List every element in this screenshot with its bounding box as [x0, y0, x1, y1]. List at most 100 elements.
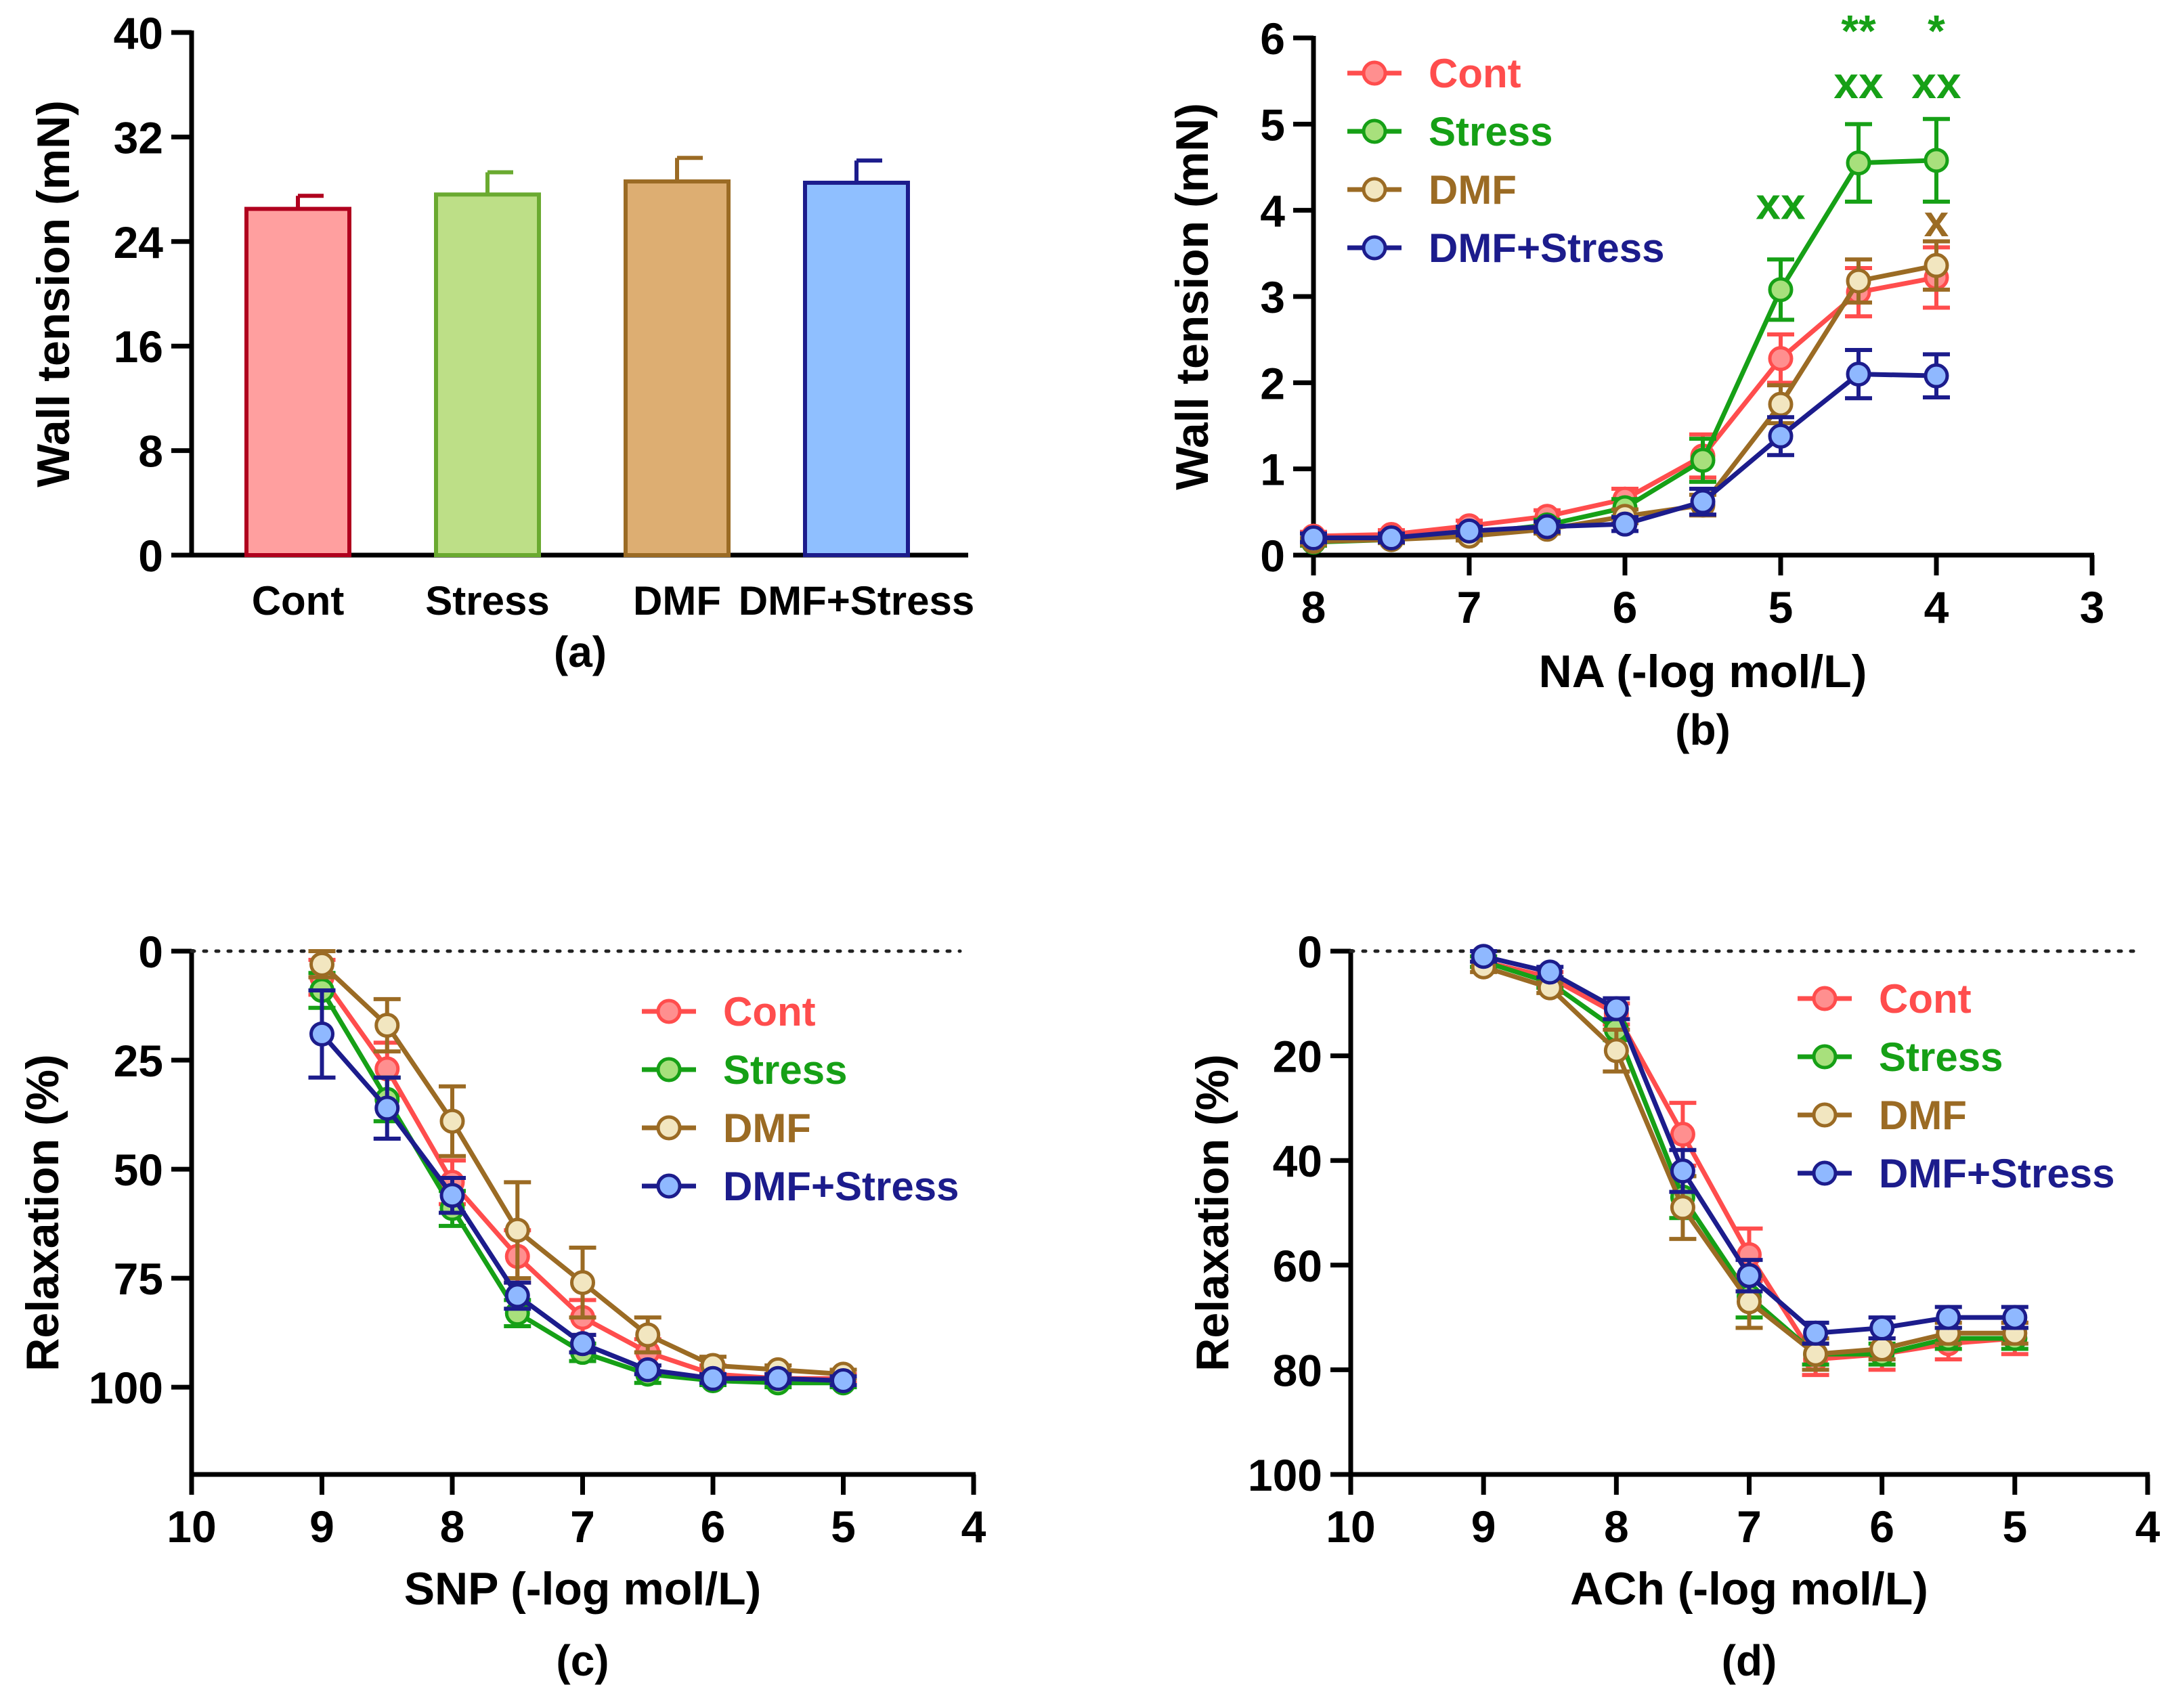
- y-tick-label: 0: [1297, 927, 1322, 977]
- legend-marker: [656, 1173, 682, 1199]
- legend-label: Stress: [1879, 1034, 2003, 1080]
- data-point: [570, 1270, 595, 1296]
- panel-label: (a): [554, 628, 607, 676]
- y-tick-label: 100: [1248, 1450, 1322, 1500]
- x-tick-label: 4: [2135, 1502, 2160, 1552]
- chart-a: 0 8 16 24 32 40 Wall tension (mN) Cont Stress DMF…: [28, 8, 974, 676]
- legend-marker: [1812, 1102, 1838, 1128]
- y-tick-label: 25: [114, 1036, 163, 1086]
- data-point: [1690, 489, 1716, 514]
- x-tick-label: 6: [1613, 582, 1638, 632]
- data-point: [504, 1217, 530, 1243]
- legend-marker: [1362, 177, 1387, 202]
- data-point: [1846, 362, 1871, 387]
- x-axis-label: NA (-log mol/L): [1539, 646, 1867, 697]
- y-tick-label: 75: [114, 1254, 163, 1304]
- x-tick-label: 8: [1301, 582, 1326, 632]
- data-point: [1301, 525, 1326, 551]
- x-tick-label: 10: [167, 1502, 216, 1552]
- data-point: [1456, 518, 1482, 544]
- bar-dmf: [624, 179, 731, 557]
- data-point: [831, 1368, 856, 1394]
- x-category-label: Cont: [252, 578, 345, 623]
- legend-marker: [656, 999, 682, 1024]
- legend-label: DMF+Stress: [1879, 1151, 2114, 1196]
- panel-label: (c): [556, 1636, 609, 1685]
- data-point: [1768, 423, 1794, 449]
- x-axis-label: ACh (-log mol/L): [1570, 1563, 1928, 1615]
- legend-marker: [1812, 1044, 1838, 1070]
- data-point: [1378, 525, 1404, 551]
- bar-dmf-stress: [803, 180, 910, 557]
- y-tick-label: 40: [1273, 1136, 1322, 1186]
- data-point: [309, 1021, 334, 1047]
- data-point: [439, 1183, 465, 1208]
- data-point: [765, 1365, 791, 1391]
- legend: Cont Stress DMF DMF+Stress: [1798, 976, 2114, 1196]
- data-point: [1603, 1038, 1629, 1064]
- y-tick-label: 16: [114, 322, 163, 372]
- y-axis-label: Wall tension (mN): [1167, 103, 1218, 490]
- y-tick-label: 8: [138, 426, 163, 477]
- data-point: [1612, 511, 1638, 537]
- chart-c: 0 25 50 75 100 Relaxation (%) 10 9 8 7 6 5 4 SNP (-lo…: [17, 927, 986, 1685]
- legend-label: Stress: [1429, 109, 1552, 154]
- chart-b: 0 1 2 3 4 5 6 Wall tension (mN) 8 7 6 5 4 3 NA (-log m…: [1167, 6, 2104, 754]
- series-dmf: [308, 949, 857, 1387]
- data-point: [439, 1108, 465, 1134]
- legend-marker: [1812, 1160, 1838, 1186]
- x-tick-label: 3: [2080, 582, 2105, 632]
- y-tick-label: 0: [1260, 531, 1285, 581]
- data-point: [1670, 1158, 1695, 1184]
- legend-marker: [1362, 60, 1387, 86]
- y-tick-label: 24: [114, 217, 164, 267]
- data-point: [1670, 1122, 1695, 1147]
- data-point: [374, 1013, 400, 1038]
- data-point: [1924, 148, 1949, 173]
- panel-label: (d): [1722, 1636, 1777, 1685]
- legend-marker: [656, 1057, 682, 1082]
- legend-marker: [656, 1115, 682, 1141]
- y-tick-label: 40: [114, 8, 163, 58]
- bar-cont: [244, 206, 351, 557]
- x-tick-label: 5: [1768, 582, 1794, 632]
- x-tick-label: 8: [440, 1502, 465, 1552]
- x-category-label: Stress: [425, 578, 549, 623]
- bar-stress: [434, 192, 541, 557]
- x-tick-label: 7: [570, 1502, 595, 1552]
- y-tick-label: 32: [114, 112, 163, 162]
- x-tick-label: 10: [1326, 1502, 1375, 1552]
- data-point: [309, 951, 334, 977]
- y-tick-label: 0: [138, 531, 163, 581]
- data-point: [1534, 514, 1560, 540]
- data-point: [1737, 1289, 1762, 1315]
- data-point: [1803, 1320, 1829, 1346]
- x-tick-label: 9: [309, 1502, 334, 1552]
- significance-marker: **: [1841, 6, 1876, 56]
- x-tick-label: 5: [831, 1502, 856, 1552]
- data-point: [1768, 346, 1794, 372]
- x-tick-label: 6: [1869, 1502, 1894, 1552]
- y-tick-label: 20: [1273, 1032, 1322, 1082]
- data-point: [1471, 944, 1496, 969]
- data-point: [1603, 996, 1629, 1022]
- legend-label: Cont: [1879, 976, 1972, 1022]
- data-point: [635, 1322, 661, 1348]
- y-tick-label: 60: [1273, 1241, 1322, 1291]
- x-tick-label: 7: [1457, 582, 1482, 632]
- y-tick-label: 6: [1260, 14, 1285, 64]
- data-point: [570, 1331, 595, 1357]
- legend-marker: [1362, 118, 1387, 144]
- legend-label: Cont: [1429, 51, 1521, 96]
- y-axis-label: Wall tension (mN): [28, 100, 79, 487]
- series-dmf-stress: [1300, 347, 1950, 551]
- y-axis-label: Relaxation (%): [17, 1054, 68, 1372]
- y-tick-label: 80: [1273, 1345, 1322, 1395]
- y-tick-label: 3: [1260, 272, 1285, 322]
- data-point: [1846, 268, 1871, 294]
- legend-label: DMF: [1879, 1093, 1967, 1138]
- significance-marker: xx: [1833, 58, 1884, 108]
- x-tick-label: 7: [1737, 1502, 1762, 1552]
